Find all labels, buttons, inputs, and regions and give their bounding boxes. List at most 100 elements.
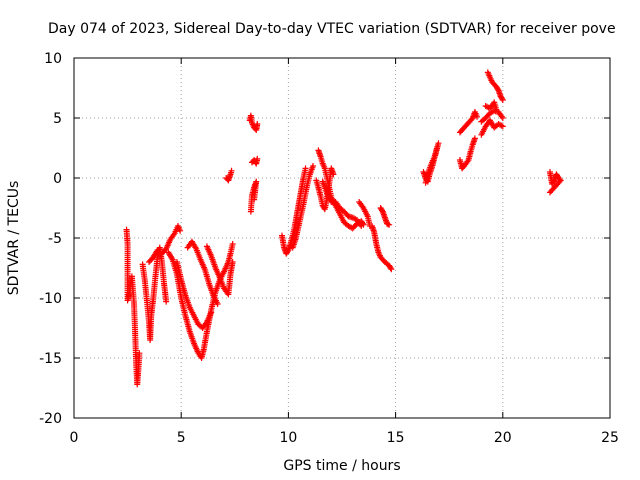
data-point-sample [292,236,299,243]
data-point-sample [251,194,258,201]
y-tick-label: 0 [53,171,62,187]
x-axis-ticks: 0 5 10 15 20 25 [70,58,619,446]
data-point-sample [491,81,498,88]
data-point-sample [177,275,184,282]
data-point-sample [302,167,309,174]
data-point-sample [433,145,440,152]
y-tick-label: -5 [48,231,62,247]
data-point-sample [370,227,377,234]
data-point-sample [467,150,474,157]
data-point-sample [283,249,290,256]
data-point-sample [295,200,302,207]
data-point-sample [464,158,471,165]
data-point-sample [280,242,287,249]
y-axis-label: SDTVAR / TECUs [6,181,22,296]
data-point-sample [387,265,394,271]
data-point-sample [309,164,316,171]
data-point-sample [207,251,214,258]
data-point-sample [549,179,556,186]
data-point-sample [431,154,438,160]
data-point-sample [467,117,474,124]
data-point-sample [194,348,201,355]
data-point-sample [190,311,197,318]
data-point-sample [351,223,358,229]
data-point-sample [359,203,366,210]
data-point-sample [385,221,392,228]
data-point-sample [192,244,199,251]
data-point-sample [289,234,296,241]
x-tick-label: 0 [70,430,79,446]
data-point-sample [554,172,561,179]
data-point-sample [471,136,478,143]
data-point-sample [207,311,214,317]
data-point-sample [284,248,291,255]
x-tick-label: 20 [494,430,512,446]
data-point-sample [372,239,379,246]
data-point-sample [492,104,499,111]
y-tick-label: -15 [39,351,62,367]
data-point-sample [428,161,435,168]
data-point-sample [494,86,501,93]
data-point-sample [321,163,328,170]
data-point-sample [303,186,310,193]
data-point-sample [463,122,470,129]
data-point-sample [300,176,307,183]
data-point-sample [329,169,336,176]
y-tick-label: 10 [44,51,62,67]
data-point-sample [549,186,556,193]
data-point-sample [484,112,491,119]
data-point-sample [299,203,306,210]
data-point-sample [343,211,350,217]
y-tick-label: -10 [39,291,62,307]
data-point-sample [226,172,233,179]
data-point-sample [386,263,393,270]
y-tick-label: -20 [39,411,62,427]
data-point-sample [459,127,466,133]
data-point-sample [176,226,183,233]
data-point-sample [314,182,321,189]
x-tick-label: 10 [279,430,297,446]
data-point-sample [381,213,388,220]
y-tick-label: 5 [53,111,62,127]
data-point-sample [481,125,488,132]
data-point-sample [498,113,505,120]
data-point-sample [229,260,236,267]
data-point-sample [211,263,218,270]
data-point-sample [306,173,313,180]
data-point-sample [136,352,143,359]
data-point-sample [162,296,169,303]
data-point-sample [220,283,227,290]
grid-lines [74,58,610,418]
data-point-sample [357,221,364,228]
plot-frame [73,57,611,419]
data-point-sample [425,169,432,176]
data-point-sample [216,273,223,279]
data-point-sample [182,290,189,297]
data-points [123,69,564,388]
data-point-sample [228,169,235,176]
chart-title: Day 074 of 2023, Sidereal Day-to-day VTE… [48,21,616,37]
data-point-sample [170,231,177,238]
data-point-sample [363,211,370,218]
data-point-sample [248,118,255,124]
x-axis-label: GPS time / hours [283,458,400,474]
data-point-sample [550,178,557,185]
data-point-sample [498,94,505,101]
data-point-sample [498,122,505,129]
data-point-sample [220,270,227,277]
data-point-sample [196,254,203,261]
data-point-sample [229,242,236,249]
data-point-sample [168,255,175,262]
x-tick-label: 5 [177,430,186,446]
data-point-sample [182,311,189,318]
data-point-sample [499,95,506,102]
data-point-sample [213,299,220,306]
data-point-sample [200,348,207,355]
data-point-sample [161,248,168,255]
data-point-sample [548,188,555,195]
data-point-sample [202,320,209,327]
data-point-sample [317,151,324,158]
data-point-sample [205,278,212,285]
data-point-sample [335,209,342,216]
